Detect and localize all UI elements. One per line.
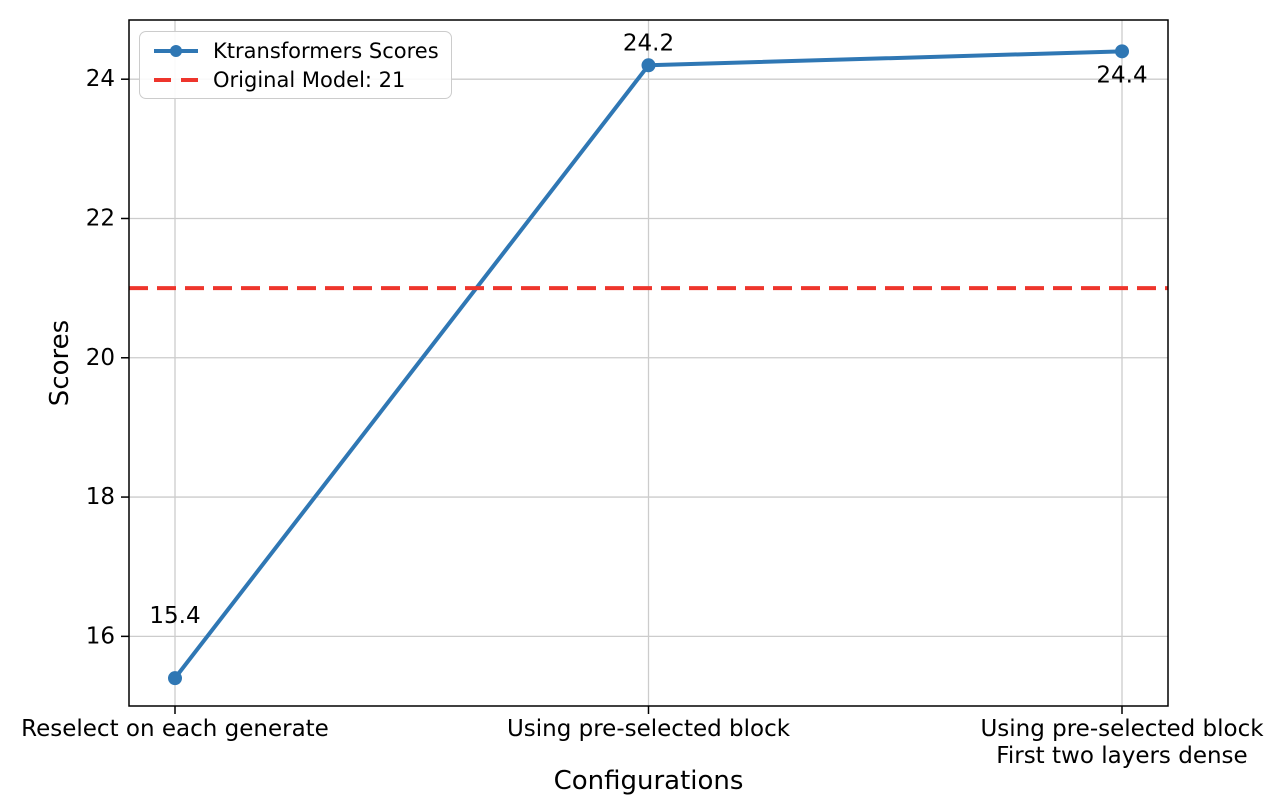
legend-label-reference: Original Model: 21 <box>213 67 406 92</box>
legend-item-ktransformers-scores: Ktransformers Scores <box>152 38 439 63</box>
plot-border <box>128 19 1169 707</box>
legend: Ktransformers Scores Original Model: 21 <box>139 31 452 99</box>
data-point-marker <box>1115 44 1129 59</box>
data-point-marker <box>641 58 656 73</box>
legend-line-sample-reference <box>154 77 198 82</box>
point-annotation: 15.4 <box>149 603 200 629</box>
y-tick-label: 16 <box>86 623 115 649</box>
point-annotation: 24.2 <box>623 30 674 56</box>
legend-label-series: Ktransformers Scores <box>213 38 439 63</box>
legend-sample-marker-icon <box>170 44 182 57</box>
x-tick-label: Using pre-selected block <box>507 716 791 742</box>
y-tick-label: 18 <box>86 484 115 510</box>
legend-line-sample-series <box>154 44 198 57</box>
y-tick-label: 22 <box>86 205 115 231</box>
legend-item-original-model: Original Model: 21 <box>152 68 437 92</box>
y-tick-label: 20 <box>86 345 115 371</box>
y-tick-label: 24 <box>86 66 115 92</box>
x-axis-label: Configurations <box>553 766 744 796</box>
x-tick-label: Reselect on each generate <box>21 716 329 742</box>
y-axis-label: Scores <box>45 319 75 407</box>
data-point-marker <box>168 671 182 686</box>
x-tick-label: First two layers dense <box>996 743 1247 769</box>
x-tick-label: Using pre-selected block <box>980 716 1264 742</box>
point-annotation: 24.4 <box>1096 62 1147 88</box>
